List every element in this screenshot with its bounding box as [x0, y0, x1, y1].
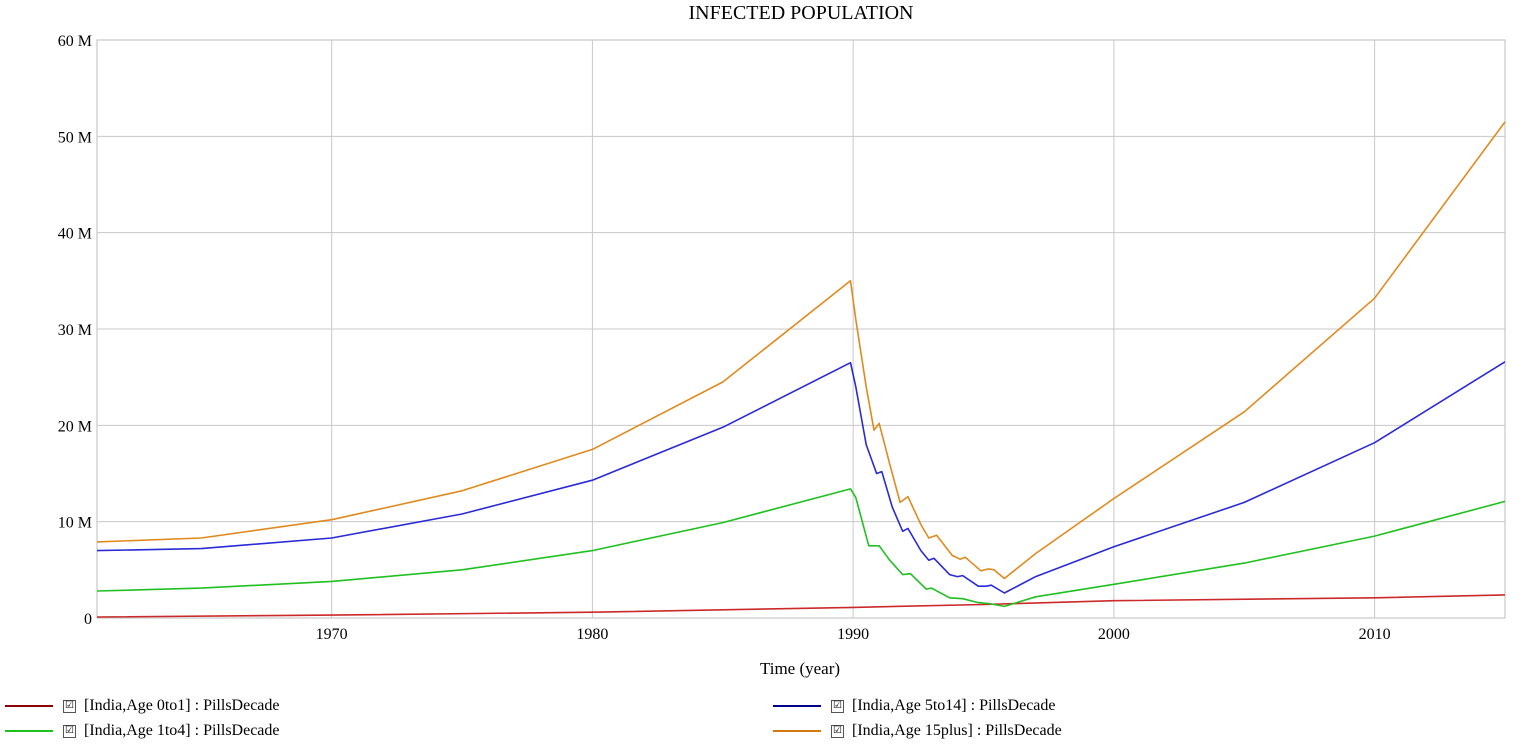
series-line-age-1to4: [96, 488, 1506, 608]
x-tick-label: 1980: [576, 626, 608, 643]
checkbox-checked-icon[interactable]: ☑: [63, 699, 76, 713]
y-tick-label: 50 M: [58, 129, 92, 146]
legend-swatch-age-15plus: [773, 730, 821, 732]
chart: 1970 1980 1990 2000 2010 0 10 M 20 M 30 M 40 M 50 …: [58, 2, 1506, 678]
x-tick-label: 2000: [1098, 626, 1130, 643]
legend-swatch-age-1to4: [5, 730, 53, 732]
series-line-age-0to1: [96, 594, 1506, 618]
legend-item-age-0to1[interactable]: ☑ [India,Age 0to1] : PillsDecade: [5, 694, 280, 718]
checkbox-checked-icon[interactable]: ☑: [831, 699, 844, 713]
legend-label-age-0to1: [India,Age 0to1] : PillsDecade: [84, 697, 280, 714]
legend-item-age-1to4[interactable]: ☑ [India,Age 1to4] : PillsDecade: [5, 719, 280, 743]
series-line-age-15plus: [96, 121, 1506, 580]
x-tick-label: 1990: [837, 626, 869, 643]
legend: ☑ [India,Age 0to1] : PillsDecade ☑ [Indi…: [0, 692, 1539, 752]
y-tick-label: 40 M: [58, 226, 92, 243]
legend-label-age-15plus: [India,Age 15plus] : PillsDecade: [852, 722, 1062, 739]
series-lines: [96, 121, 1506, 618]
legend-label-age-5to14: [India,Age 5to14] : PillsDecade: [852, 697, 1056, 714]
legend-label-age-1to4: [India,Age 1to4] : PillsDecade: [84, 722, 280, 739]
series-line-age-5to14: [96, 361, 1506, 594]
legend-item-age-15plus[interactable]: ☑ [India,Age 15plus] : PillsDecade: [773, 719, 1062, 743]
axes: 1970 1980 1990 2000 2010 0 10 M 20 M 30 M 40 M 50 …: [58, 33, 1391, 643]
checkbox-checked-icon[interactable]: ☑: [831, 724, 844, 738]
y-tick-label: 0: [84, 611, 92, 628]
y-tick-label: 20 M: [58, 418, 92, 435]
y-tick-label: 10 M: [58, 515, 92, 532]
legend-swatch-age-5to14: [773, 705, 821, 707]
y-tick-label: 30 M: [58, 322, 92, 339]
x-axis-label: Time (year): [760, 659, 840, 678]
chart-title: INFECTED POPULATION: [689, 2, 914, 24]
y-tick-label: 60 M: [58, 33, 92, 50]
checkbox-checked-icon[interactable]: ☑: [63, 724, 76, 738]
legend-item-age-5to14[interactable]: ☑ [India,Age 5to14] : PillsDecade: [773, 694, 1056, 718]
grid: [97, 40, 1505, 618]
legend-swatch-age-0to1: [5, 705, 53, 707]
x-tick-label: 1970: [316, 626, 348, 643]
x-tick-label: 2010: [1359, 626, 1391, 643]
